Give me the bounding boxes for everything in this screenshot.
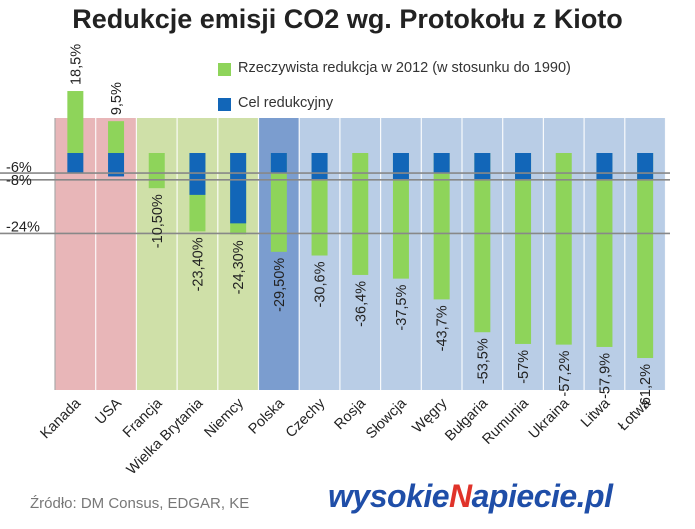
bar-actual-0 (67, 91, 84, 153)
data-label-11: -57% (516, 350, 532, 384)
reference-label-0: -6% (6, 160, 32, 176)
x-tick-label-6: Czechy (283, 395, 329, 441)
bar-actual-2 (148, 153, 165, 189)
x-tick-label-8: Słowcja (363, 395, 410, 442)
bar-target-5 (270, 153, 287, 174)
legend-label-target: Cel redukcyjny (238, 95, 334, 111)
bar-actual-1 (108, 121, 125, 153)
bar-target-0 (67, 153, 84, 174)
bar-actual-11 (515, 153, 532, 344)
x-tick-label-0: Kanada (38, 395, 85, 442)
legend-swatch-actual (218, 63, 231, 76)
bar-actual-7 (352, 153, 369, 275)
bar-target-10 (474, 153, 491, 180)
bar-actual-12 (555, 153, 572, 345)
bar-target-6 (311, 153, 328, 180)
reference-line-labels: -6%-8% -24% (6, 160, 40, 235)
bar-target-9 (433, 153, 450, 174)
bar-actual-14 (637, 153, 654, 359)
data-label-3: -23,40% (190, 237, 206, 291)
legend-label-actual: Rzeczywista redukcja w 2012 (w stosunku … (238, 60, 571, 76)
x-tick-label-4: Niemcy (201, 395, 247, 441)
bar-target-4 (230, 153, 247, 224)
x-tick-label-5: Polska (246, 395, 289, 438)
x-tick-label-3: Wielka Brytania (124, 395, 207, 478)
data-label-13: -57,9% (597, 353, 613, 399)
data-label-4: -24,30% (231, 240, 247, 294)
x-tick-label-12: Ukraina (526, 395, 573, 442)
data-label-7: -36,4% (353, 281, 369, 327)
data-label-10: -53,5% (475, 338, 491, 384)
brand-logo: wysokieNapiecie.pl (328, 478, 613, 514)
x-tick-label-7: Rosja (332, 395, 370, 433)
data-label-6: -30,6% (313, 261, 329, 307)
bar-actual-5 (270, 153, 287, 252)
bar-target-3 (189, 153, 206, 195)
bar-target-13 (596, 153, 613, 180)
legend-swatch-target (218, 98, 231, 111)
data-labels: 18,5% 9,5% -10,50% -23,40% -24,30% -29,50% -30… (68, 44, 654, 410)
bar-actual-10 (474, 153, 491, 333)
data-label-1: 9,5% (109, 82, 125, 115)
bar-actual-13 (596, 153, 613, 347)
data-label-8: -37,5% (394, 285, 410, 331)
bar-target-11 (515, 153, 532, 180)
data-label-0: 18,5% (68, 44, 84, 85)
data-label-14: -61,2% (638, 364, 654, 410)
bar-target-1 (108, 153, 125, 177)
chart-title: Redukcje emisji CO2 wg. Protokołu z Kiot… (72, 4, 623, 34)
bar-actual-9 (433, 153, 450, 300)
bar-target-8 (392, 153, 409, 180)
x-tick-label-13: Litwa (578, 395, 614, 431)
bar-target-14 (637, 153, 654, 180)
data-label-12: -57,2% (557, 351, 573, 397)
reference-lines (0, 172, 670, 235)
bar-actual-8 (392, 153, 409, 279)
data-label-5: -29,50% (272, 258, 288, 312)
source-note: Źródło: DM Consus, EDGAR, KE (30, 495, 250, 512)
x-tick-label-11: Rumunia (480, 395, 533, 448)
x-tick-label-1: USA (92, 395, 125, 428)
data-label-9: -43,7% (435, 305, 451, 351)
reference-label-1: -8% (6, 173, 32, 189)
reference-label-2: -24% (6, 219, 40, 235)
data-label-2: -10,50% (150, 194, 166, 248)
